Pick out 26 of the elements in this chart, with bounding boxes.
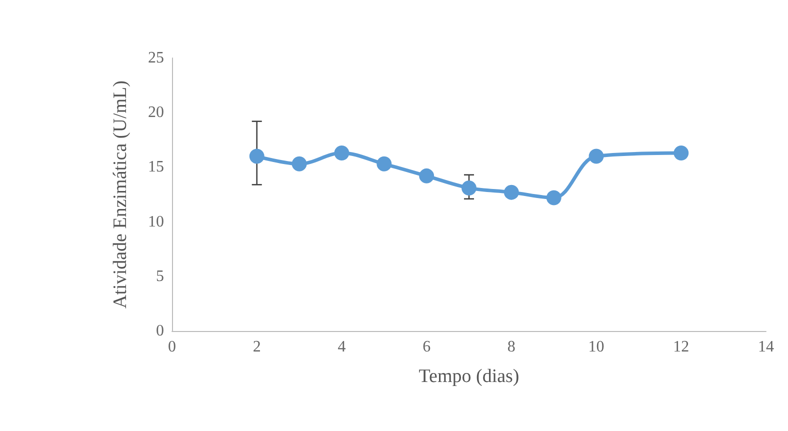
x-tick-label: 12 [673, 338, 690, 356]
x-tick-label: 8 [507, 338, 516, 356]
x-tick-label: 0 [168, 338, 176, 356]
point [462, 180, 476, 196]
point [674, 146, 689, 160]
x-axis-title: Tempo (dias) [418, 366, 520, 387]
y-tick-label: 25 [148, 50, 164, 66]
x-tick-label: 10 [588, 338, 604, 356]
y-tick-label: 5 [156, 268, 164, 285]
y-tick-label: 0 [156, 322, 164, 340]
point [546, 190, 562, 206]
point [334, 146, 350, 160]
y-axis-title: Atividade Enzimática (U/mL) [110, 80, 131, 308]
y-tick-label: 20 [148, 104, 164, 122]
x-tick-label: 6 [422, 338, 431, 356]
point [249, 148, 264, 164]
point [588, 148, 604, 164]
y-tick-label: 15 [148, 158, 164, 176]
y-tick-label: 10 [148, 213, 164, 230]
x-tick-label: 4 [338, 338, 346, 356]
point [376, 156, 392, 172]
point [504, 184, 519, 200]
x-tick-label: 14 [758, 338, 774, 356]
point [292, 156, 307, 172]
point [419, 168, 434, 184]
x-tick-label: 2 [252, 338, 261, 356]
